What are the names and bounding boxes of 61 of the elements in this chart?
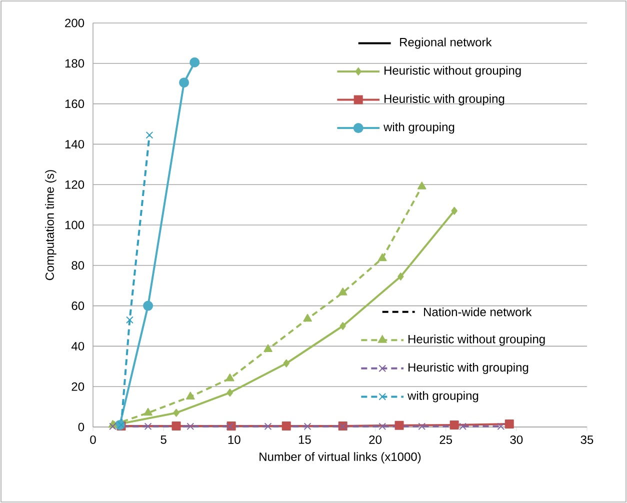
y-axis-title: Computation time (s) [45, 170, 56, 280]
x-axis-title: Number of virtual links (x1000) [260, 452, 421, 464]
point [146, 131, 154, 139]
x-tick-label: 35 [580, 435, 594, 444]
annotation: Nation-wide network [424, 307, 532, 316]
y-tick-label: 160 [65, 100, 84, 108]
point [394, 420, 404, 430]
legend-label: with grouping [408, 391, 478, 402]
x-tick-label: 15 [298, 435, 311, 444]
point [226, 374, 234, 382]
point [504, 419, 514, 428]
point [304, 422, 312, 430]
point [186, 392, 195, 400]
x-tick-label: 30 [510, 435, 523, 444]
point [264, 344, 272, 352]
point [451, 206, 458, 215]
x-tick-label: 5 [160, 435, 166, 444]
point [378, 422, 386, 430]
legend-label: with grouping [384, 122, 454, 134]
y-tick-label: 200 [65, 18, 84, 28]
point [144, 422, 152, 430]
annotation: Regional network [400, 38, 492, 49]
legend-label: Heuristic without grouping [408, 334, 545, 346]
point [417, 182, 426, 190]
y-tick-label: 100 [65, 220, 84, 230]
point [340, 322, 346, 330]
point [179, 78, 190, 88]
legend-label: Heuristic with grouping [384, 94, 504, 106]
x-tick-label: 20 [369, 435, 382, 444]
point [144, 408, 152, 416]
point [450, 420, 459, 430]
point [378, 253, 387, 262]
point [497, 422, 505, 430]
point [398, 272, 404, 281]
y-tick-label: 40 [71, 342, 84, 350]
point [338, 288, 348, 296]
point [418, 422, 426, 430]
legend-label: Heuristic with grouping [408, 362, 528, 374]
point [226, 388, 234, 397]
y-tick-label: 180 [65, 59, 84, 68]
y-tick-label: 0 [78, 422, 84, 432]
point [283, 359, 290, 368]
point [173, 408, 180, 417]
y-tick-label: 120 [65, 180, 84, 189]
point [126, 316, 134, 324]
point [190, 57, 200, 68]
y-tick-label: 140 [65, 140, 84, 148]
y-tick-label: 20 [72, 382, 84, 391]
point [143, 300, 154, 311]
x-tick-label: 25 [440, 435, 452, 444]
y-tick-label: 60 [72, 302, 84, 310]
point [186, 422, 194, 430]
point [303, 314, 312, 322]
point [282, 421, 291, 430]
point [172, 421, 181, 430]
x-tick-label: 0 [90, 435, 96, 444]
point [264, 422, 272, 430]
legend-label: Heuristic without grouping [384, 66, 521, 78]
x-tick-label: 10 [228, 435, 240, 444]
y-tick-label: 80 [72, 261, 84, 270]
point [459, 422, 466, 430]
